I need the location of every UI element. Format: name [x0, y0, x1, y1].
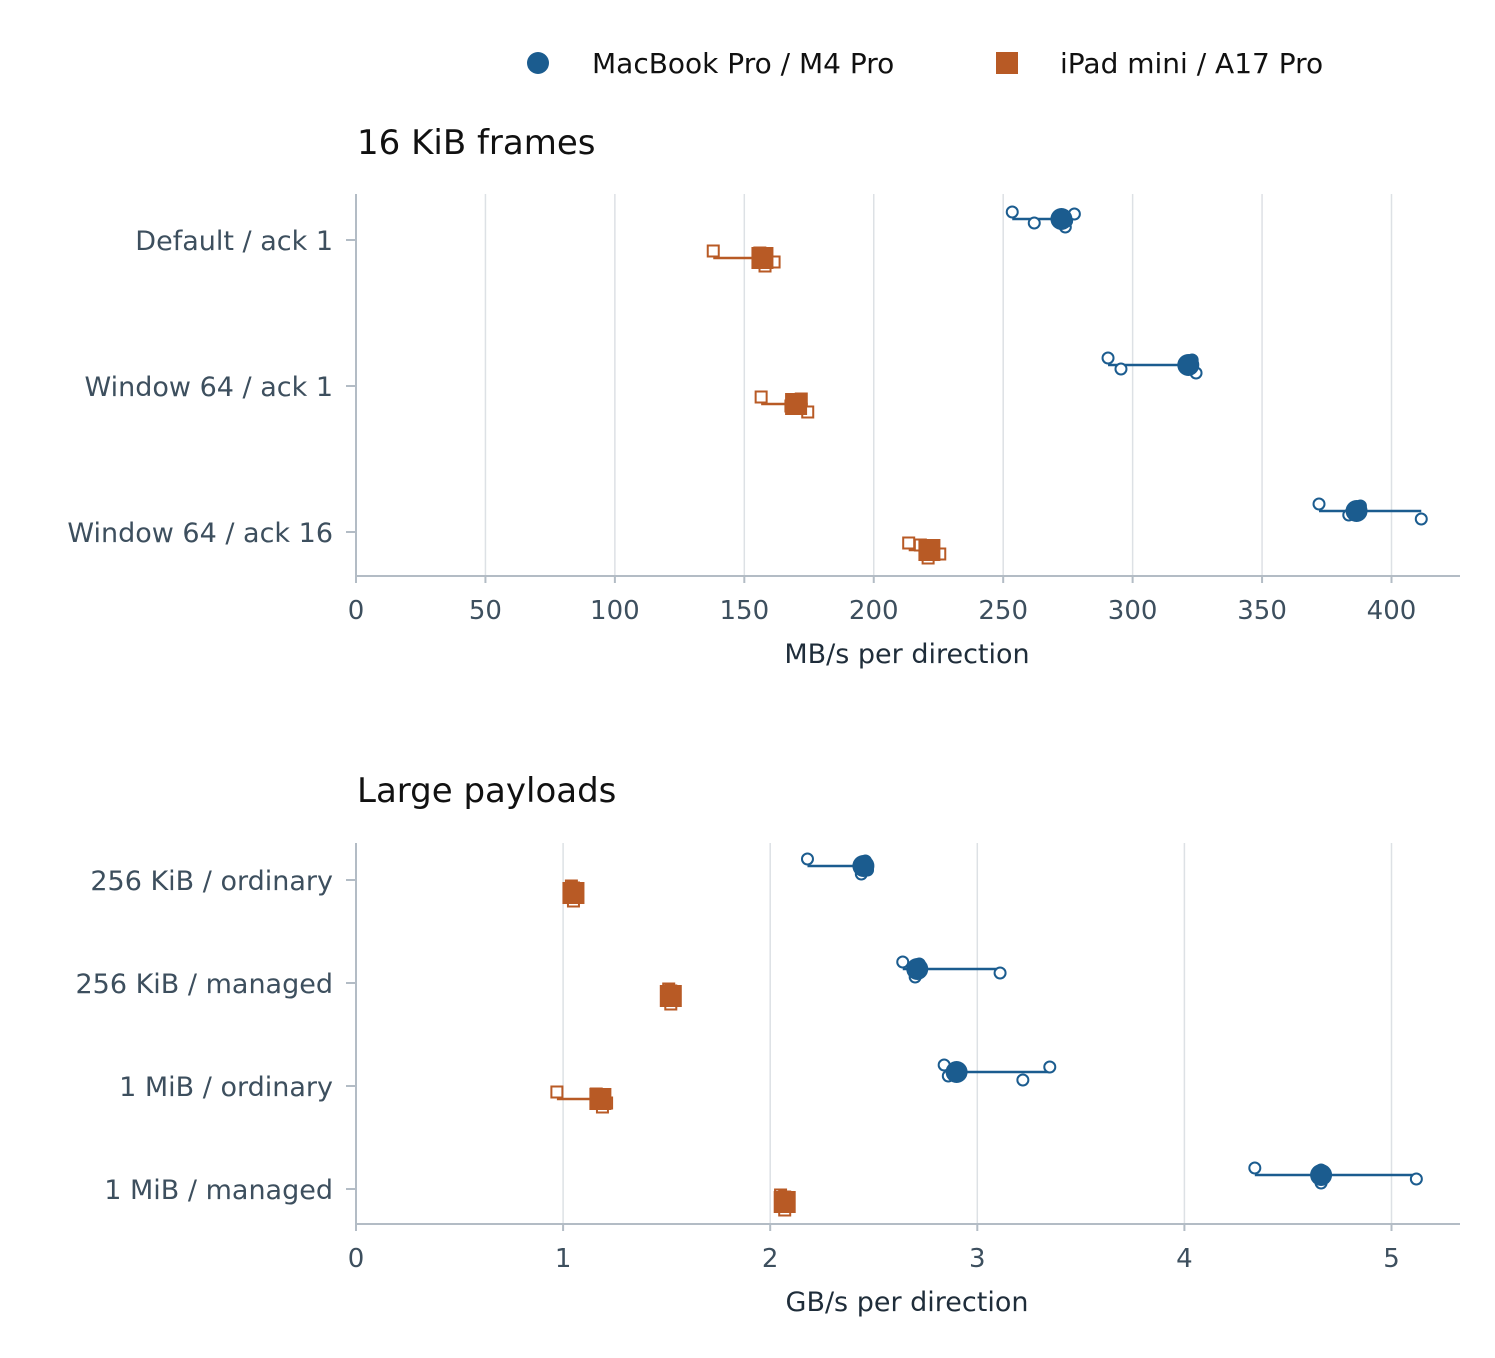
median-point-macbook — [1177, 354, 1200, 376]
x-tick-label: 150 — [719, 596, 769, 626]
run-point-macbook — [1005, 205, 1019, 219]
x-tick-label: 5 — [1383, 1244, 1400, 1274]
median-point-ipad — [562, 882, 585, 904]
run-point-ipad — [550, 1085, 564, 1099]
x-tick-label: 3 — [969, 1244, 986, 1274]
legend-label-ipad: iPad mini / A17 Pro — [1060, 47, 1323, 80]
run-point-macbook — [1027, 216, 1041, 230]
category-label-256-kib-ordinary: 256 KiB / ordinary — [90, 866, 333, 897]
gridlines — [484, 194, 1393, 576]
run-point-ipad — [706, 244, 720, 258]
x-tick-label: 1 — [555, 1244, 572, 1274]
run-point-macbook — [1016, 1073, 1030, 1087]
panel-title: Large payloads — [357, 771, 616, 811]
category-label-1-mib-ordinary: 1 MiB / ordinary — [119, 1072, 333, 1103]
x-tick-label: 300 — [1108, 596, 1158, 626]
x-axis-label: GB/s per direction — [786, 1287, 1029, 1318]
x-tick-label: 0 — [348, 1244, 365, 1274]
median-point-macbook — [1345, 500, 1368, 522]
median-point-ipad — [918, 539, 941, 561]
category-labels: 256 KiB / ordinary 256 KiB / managed 1 MiB… — [75, 866, 356, 1206]
category-label-256-kib-managed: 256 KiB / managed — [75, 969, 333, 1000]
run-point-macbook — [1114, 362, 1128, 376]
run-point-macbook — [1414, 512, 1428, 526]
median-point-macbook — [906, 958, 929, 980]
run-point-ipad — [902, 536, 916, 550]
legend-label-macbook: MacBook Pro / M4 Pro — [592, 47, 894, 80]
x-tick-label: 350 — [1237, 596, 1287, 626]
median-point-ipad — [785, 393, 808, 415]
median-point-macbook — [852, 855, 875, 877]
x-tick-label: 250 — [978, 596, 1028, 626]
data-marks — [706, 205, 1428, 565]
x-tick-label: 50 — [469, 596, 502, 626]
category-label-window-64-ack-16: Window 64 / ack 16 — [67, 518, 333, 549]
x-tick-label: 200 — [849, 596, 899, 626]
run-point-macbook — [800, 852, 814, 866]
x-axis-label: MB/s per direction — [784, 639, 1029, 670]
category-label-1-mib-managed: 1 MiB / managed — [104, 1175, 333, 1206]
x-tick-label: 400 — [1367, 596, 1417, 626]
x-tick-labels: 0 1 2 3 4 5 — [348, 1224, 1400, 1274]
run-point-macbook — [993, 966, 1007, 980]
legend-marker-macbook — [527, 52, 549, 74]
category-labels: Default / ack 1 Window 64 / ack 1 Window 6… — [67, 226, 356, 549]
panel-title: 16 KiB frames — [357, 123, 595, 163]
legend-marker-ipad — [996, 52, 1018, 74]
median-point-macbook — [945, 1061, 968, 1083]
run-point-macbook — [1043, 1060, 1057, 1074]
run-point-macbook — [896, 955, 910, 969]
x-tick-label: 4 — [1176, 1244, 1193, 1274]
legend: MacBook Pro / M4 Pro iPad mini / A17 Pro — [527, 47, 1323, 80]
x-tick-labels: 0 50 100 150 200 250 300 350 400 — [348, 576, 1417, 626]
x-tick-label: 2 — [762, 1244, 779, 1274]
category-label-window-64-ack-1: Window 64 / ack 1 — [85, 372, 333, 403]
median-point-macbook — [1050, 208, 1073, 230]
run-point-macbook — [1248, 1161, 1262, 1175]
run-point-macbook — [1312, 497, 1326, 511]
run-point-ipad — [754, 390, 768, 404]
panel-16kib-frames: 16 KiB frames Default / ack 1 Window 64 /… — [67, 123, 1460, 670]
run-point-macbook — [1101, 351, 1115, 365]
median-point-macbook — [1310, 1164, 1333, 1186]
median-point-ipad — [659, 985, 682, 1007]
run-point-macbook — [1409, 1172, 1423, 1186]
gridlines — [562, 843, 1393, 1224]
median-point-ipad — [751, 247, 774, 269]
category-label-default-ack-1: Default / ack 1 — [135, 226, 333, 257]
x-tick-label: 100 — [590, 596, 640, 626]
x-tick-label: 0 — [348, 596, 365, 626]
median-point-ipad — [589, 1088, 612, 1110]
data-marks — [550, 852, 1423, 1217]
median-point-ipad — [773, 1191, 796, 1213]
